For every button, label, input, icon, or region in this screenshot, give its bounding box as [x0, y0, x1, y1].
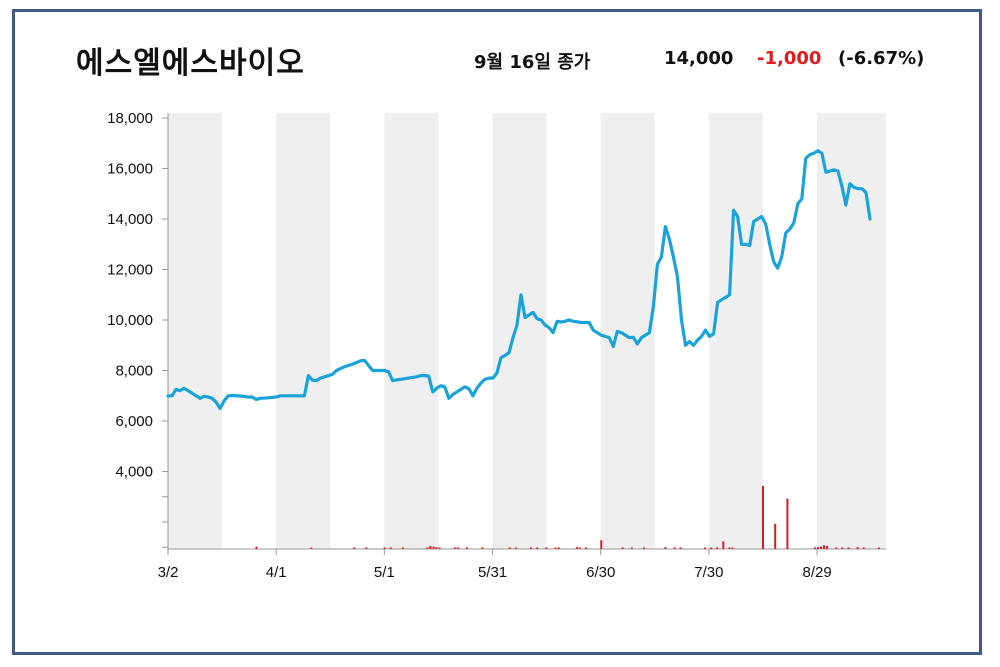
- volume-bar: [710, 547, 713, 549]
- volume-bar: [600, 540, 603, 549]
- volume-bar: [438, 547, 441, 549]
- close-price: 14,000: [664, 48, 734, 69]
- volume-bar: [823, 545, 825, 549]
- volume-bar: [722, 541, 725, 549]
- volume-bar: [514, 547, 517, 549]
- volume-bar: [508, 547, 511, 549]
- volume-bar: [585, 547, 587, 549]
- volume-bar: [643, 547, 645, 549]
- volume-bar: [847, 547, 850, 549]
- price-change-percent: (-6.67%): [838, 48, 925, 69]
- x-tick-label: 6/30: [586, 564, 615, 581]
- volume-bar: [435, 547, 438, 549]
- volume-bar: [466, 547, 468, 549]
- volume-bar: [673, 547, 676, 549]
- volume-bar: [365, 547, 368, 549]
- x-tick-label: 8/29: [802, 564, 831, 581]
- volume-bar: [453, 547, 456, 549]
- volume-bar: [530, 547, 533, 549]
- volume-bar: [426, 547, 429, 549]
- volume-bar: [731, 547, 734, 549]
- shaded-band: [817, 113, 886, 549]
- volume-bar: [383, 547, 386, 549]
- y-tick-label: 12,000: [107, 262, 153, 279]
- x-tick-label: 7/30: [694, 564, 723, 581]
- shaded-band: [276, 113, 331, 549]
- volume-bar: [578, 547, 581, 549]
- volume-bar: [456, 547, 459, 549]
- shaded-band: [168, 113, 223, 549]
- price-change: -1,000: [757, 48, 822, 69]
- y-tick-label: 8,000: [115, 363, 153, 380]
- volume-bar: [679, 547, 682, 549]
- y-tick-label: 10,000: [107, 312, 153, 329]
- y-tick-label: 14,000: [107, 211, 153, 228]
- volume-bar: [877, 547, 880, 549]
- volume-bar: [310, 547, 313, 549]
- shaded-band: [600, 113, 655, 549]
- volume-bar: [353, 547, 356, 549]
- volume-bar: [716, 547, 719, 549]
- volume-bar: [630, 547, 633, 549]
- volume-bar: [826, 545, 829, 550]
- volume-bar: [786, 498, 789, 549]
- volume-bar: [774, 523, 777, 549]
- volume-bar: [816, 547, 819, 549]
- y-tick-label: 6,000: [115, 413, 153, 430]
- volume-bar: [536, 547, 539, 549]
- volume-bar: [554, 547, 557, 549]
- shaded-band: [708, 113, 763, 549]
- volume-bar: [762, 486, 764, 549]
- shaded-band: [492, 113, 547, 549]
- volume-bar: [621, 547, 624, 549]
- volume-bar: [704, 547, 706, 549]
- volume-bar: [813, 547, 816, 549]
- x-tick-label: 5/31: [478, 564, 507, 581]
- volume-bar: [429, 545, 432, 550]
- company-title: 에스엘에스바이오: [76, 46, 305, 81]
- volume-bar: [255, 546, 258, 549]
- shaded-band: [384, 113, 439, 549]
- volume-bar: [856, 547, 859, 549]
- volume-bar: [575, 547, 578, 549]
- volume-bar: [389, 547, 392, 549]
- volume-bar: [481, 547, 484, 549]
- volume-bar: [728, 547, 731, 549]
- y-tick-label: 4,000: [115, 464, 153, 481]
- x-tick-label: 5/1: [374, 564, 395, 581]
- x-tick-label: 3/2: [158, 564, 179, 581]
- y-tick-label: 18,000: [107, 110, 153, 127]
- volume-bar: [835, 547, 838, 549]
- y-tick-label: 16,000: [107, 161, 153, 178]
- x-tick-label: 4/1: [266, 564, 287, 581]
- close-date-label: 9월 16일 종가: [474, 52, 591, 73]
- volume-bar: [557, 547, 560, 549]
- volume-bar: [820, 546, 822, 549]
- volume-bar: [664, 547, 667, 549]
- price-line: [166, 149, 872, 410]
- volume-bar: [401, 547, 404, 549]
- volume-bar: [432, 546, 435, 549]
- volume-bar: [862, 547, 865, 549]
- volume-bar: [841, 547, 844, 549]
- volume-bar: [545, 547, 548, 549]
